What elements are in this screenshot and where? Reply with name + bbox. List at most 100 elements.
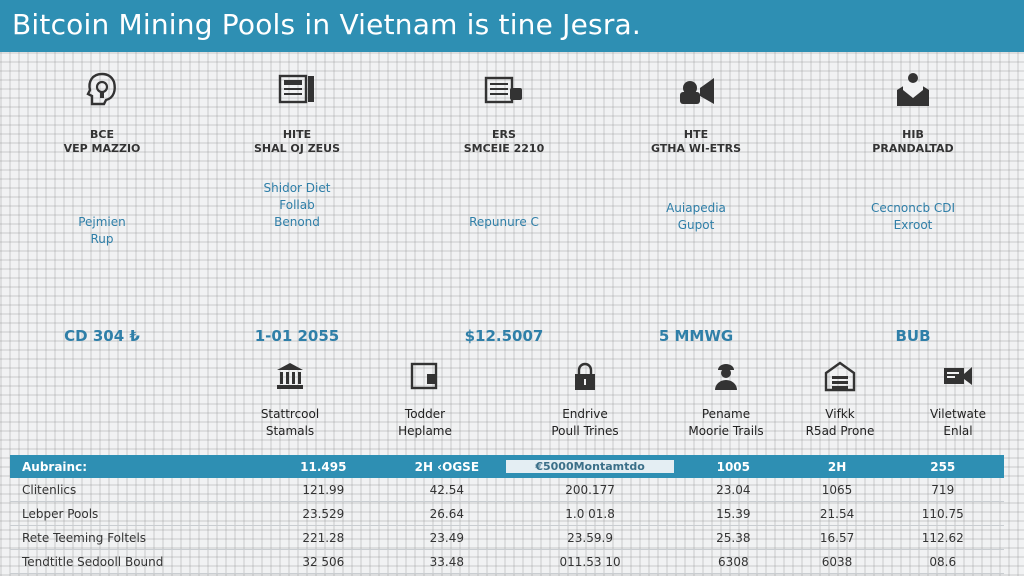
table-header-cell: 11.495 — [300, 459, 347, 474]
table-cell: 1.0 01.8 — [565, 506, 615, 521]
column-code: ERS — [492, 128, 516, 141]
table-cell: 011.53 10 — [559, 554, 621, 569]
column-desc-line: Gupot — [677, 218, 715, 232]
column-desc-line: Auiapedia — [666, 201, 726, 215]
video-camera-icon — [680, 78, 714, 104]
lock-icon — [575, 362, 595, 390]
table-cell: Clitenlics — [22, 482, 77, 497]
bottom-column-1: Stattrcool Stamals — [220, 360, 360, 440]
column-desc-line: Cecnoncb CDI — [870, 201, 956, 215]
envelope-icon — [897, 73, 929, 106]
device-icon — [410, 362, 438, 390]
bottom-label-line: Poull Trines — [551, 424, 619, 438]
bottom-label-line: Endrive — [562, 407, 608, 421]
column-desc-line: Benond — [274, 215, 320, 229]
column-value: BUB — [895, 327, 931, 345]
table-cell: 32 506 — [302, 554, 345, 569]
table-cell: 221.28 — [302, 530, 345, 545]
table-cell: 121.99 — [302, 482, 345, 497]
column-desc-line: Pejmien — [78, 215, 126, 229]
column-value: $12.5007 — [464, 327, 544, 345]
bottom-column-5: Vifkk R5ad Prone — [770, 360, 910, 440]
column-code: BCE — [90, 128, 114, 141]
table-header-cell: 2H ‹OGSE — [414, 459, 480, 474]
bottom-column-2: Todder Heplame — [355, 360, 495, 440]
top-column-1: BCE VEP MAZZIO Pejmien Rup — [12, 70, 192, 248]
table-cell: 110.75 — [921, 506, 964, 521]
pools-table: Aubrainc: 11.495 2H ‹OGSE €5000Montamtdo… — [10, 455, 1004, 574]
bottom-label-line: Pename — [701, 407, 751, 421]
column-value: CD 304 ₺ — [64, 327, 140, 345]
bank-icon — [277, 363, 303, 389]
table-cell: 25.38 — [716, 530, 751, 545]
bottom-label-line: Heplame — [398, 424, 452, 438]
bottom-label-line: Moorie Trails — [688, 424, 764, 438]
table-cell: 1065 — [821, 482, 853, 497]
bottom-label-line: Stattrcool — [260, 407, 320, 421]
table-row: Rete Teeming Foltels 221.28 23.49 23.59.… — [10, 526, 1004, 550]
bottom-column-6: Viletwate Enlal — [888, 360, 1024, 440]
warehouse-icon — [824, 361, 856, 392]
column-desc-line: Rup — [90, 232, 114, 246]
table-cell: 23.59.9 — [567, 530, 613, 545]
table-header-cell: 2H — [827, 459, 847, 474]
table-cell: 200.177 — [565, 482, 615, 497]
top-column-2: HITE SHAL OJ ZEUS Shidor Diet Follab Ben… — [207, 70, 387, 231]
bottom-column-3: Endrive Poull Trines — [515, 360, 655, 440]
table-header-cell: 1005 — [716, 459, 751, 474]
server-rack-icon — [278, 74, 314, 104]
table-header-cell: Aubrainc: — [22, 459, 88, 474]
table-cell: 33.48 — [429, 554, 464, 569]
column-subcode: SHAL OJ ZEUS — [253, 142, 341, 155]
bottom-label-line: Viletwate — [930, 407, 986, 421]
table-cell: 16.57 — [819, 530, 855, 545]
column-desc-line: Shidor Diet — [263, 181, 331, 195]
table-cell: Tendtitle Sedooll Bound — [22, 554, 164, 569]
column-subcode: PRANDALTAD — [872, 142, 954, 155]
table-cell: 26.64 — [429, 506, 464, 521]
bottom-column-4: Pename Moorie Trails — [656, 360, 796, 440]
table-cell: 23.529 — [302, 506, 345, 521]
table-row: Lebper Pools 23.529 26.64 1.0 01.8 15.39… — [10, 502, 1004, 526]
table-cell: 15.39 — [716, 506, 751, 521]
top-column-5: HIB PRANDALTAD Cecnoncb CDI Exroot — [823, 70, 1003, 234]
table-row: Tendtitle Sedooll Bound 32 506 33.48 011… — [10, 550, 1004, 574]
header-banner: Bitcoin Mining Pools in Vietnam is tine … — [0, 0, 1024, 52]
table-header-row: Aubrainc: 11.495 2H ‹OGSE €5000Montamtdo… — [10, 455, 1004, 478]
column-code: HITE — [282, 128, 312, 141]
page-title: Bitcoin Mining Pools in Vietnam is tine … — [12, 8, 641, 41]
table-cell: 719 — [931, 482, 955, 497]
table-cell: Lebper Pools — [22, 506, 99, 521]
table-header-cell: 255 — [930, 459, 956, 474]
camera-icon — [944, 367, 972, 385]
table-row: Clitenlics 121.99 42.54 200.177 23.04 10… — [10, 478, 1004, 502]
column-code: HTE — [683, 128, 709, 141]
table-cell: 23.49 — [429, 530, 464, 545]
table-cell: 6038 — [821, 554, 853, 569]
column-subcode: VEP MAZZIO — [63, 142, 141, 155]
table-cell: 42.54 — [429, 482, 464, 497]
bottom-label-line: Vifkk — [825, 407, 855, 421]
document-icon — [484, 76, 522, 104]
top-column-4: HTE GTHA WI-ETRS Auiapedia Gupot — [606, 70, 786, 234]
person-icon — [715, 364, 737, 390]
column-desc-line: Follab — [279, 198, 315, 212]
column-desc-line: Repunure C — [469, 215, 539, 229]
bottom-label-line: R5ad Prone — [805, 424, 875, 438]
table-cell: 6308 — [718, 554, 749, 569]
table-cell: 112.62 — [921, 530, 964, 545]
bottom-label-line: Enlal — [943, 424, 973, 438]
table-header-cell: €5000Montamtdo — [506, 460, 675, 473]
top-column-3: ERS SMCEIE 2210 Repunure C — [414, 70, 594, 231]
table-cell: 23.04 — [716, 482, 751, 497]
bottom-label-line: Stamals — [265, 424, 315, 438]
table-cell: 08.6 — [929, 554, 957, 569]
table-cell: 21.54 — [819, 506, 855, 521]
column-subcode: GTHA WI-ETRS — [650, 142, 742, 155]
bulb-head-icon — [86, 72, 116, 106]
column-code: HIB — [902, 128, 924, 141]
column-subcode: SMCEIE 2210 — [463, 142, 545, 155]
column-desc-line: Exroot — [893, 218, 933, 232]
column-value: 1-01 2055 — [254, 327, 340, 345]
column-value: 5 MMWG — [658, 327, 734, 345]
